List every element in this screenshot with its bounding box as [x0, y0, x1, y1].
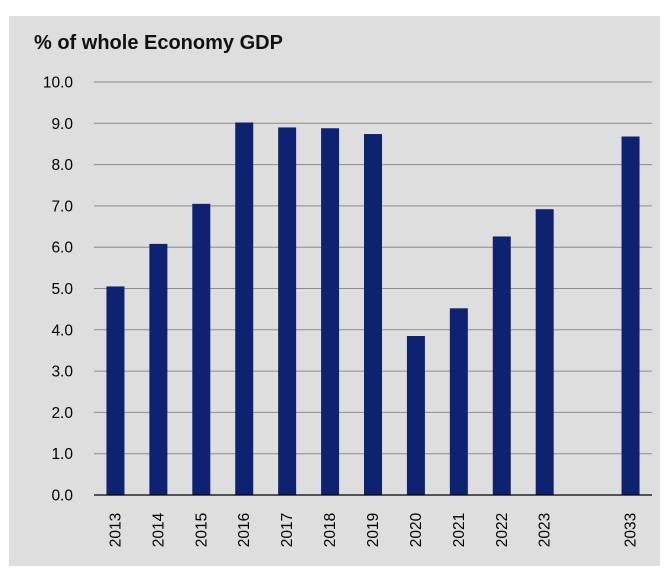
x-axis-tick-labels: 2013 2014 2015 2016 2017 2018 2019 2020 2021 2022…	[107, 512, 639, 547]
y-tick-label: 0.0	[51, 488, 73, 505]
x-tick-label: 2015	[193, 513, 210, 547]
y-tick-label: 6.0	[51, 240, 73, 257]
bars	[106, 122, 640, 496]
bar-2017	[278, 127, 297, 496]
x-tick-label: 2014	[150, 512, 167, 547]
y-tick-label: 3.0	[51, 364, 73, 381]
bar-2013	[106, 286, 125, 495]
y-axis-tick-labels: 0.0 1.0 2.0 3.0 4.0 5.0 6.0 7.0 8.0 9.0 10.0	[43, 75, 74, 505]
y-tick-label: 7.0	[51, 198, 73, 215]
bar-2023	[535, 209, 554, 496]
x-tick-label: 2022	[494, 513, 511, 547]
y-tick-label: 5.0	[51, 281, 73, 298]
bar-2033	[621, 136, 640, 495]
x-tick-label: 2019	[365, 513, 382, 547]
y-tick-label: 1.0	[51, 446, 73, 463]
x-tick-label: 2017	[279, 513, 296, 547]
y-tick-label: 10.0	[43, 75, 74, 92]
x-tick-label: 2020	[408, 512, 425, 547]
bar-2016	[235, 122, 254, 495]
x-tick-label: 2033	[623, 513, 640, 547]
chart-panel: % of whole Economy GDP 0.0 1.0 2.0 3.0 4.0 5.…	[9, 16, 660, 566]
bar-2019	[364, 134, 382, 495]
y-tick-label: 8.0	[51, 157, 73, 174]
bar-2022	[492, 236, 511, 495]
bar-2015	[192, 203, 211, 495]
x-tick-label: 2018	[322, 513, 339, 547]
x-tick-label: 2013	[107, 513, 124, 547]
x-tick-label: 2016	[236, 513, 253, 547]
x-tick-label: 2021	[451, 513, 468, 547]
y-tick-label: 9.0	[51, 116, 73, 133]
bar-2018	[321, 128, 340, 496]
bar-2014	[149, 243, 168, 495]
y-tick-label: 4.0	[51, 322, 73, 339]
bar-chart: 0.01.02.03.04.05.06.07.08.09.010.0 2013 2…	[43, 75, 652, 547]
bar-2021	[449, 308, 468, 495]
x-tick-label: 2023	[537, 513, 554, 547]
chart-title: % of whole Economy GDP	[34, 32, 283, 54]
bar-2020	[406, 335, 425, 495]
y-tick-label: 2.0	[51, 405, 73, 422]
